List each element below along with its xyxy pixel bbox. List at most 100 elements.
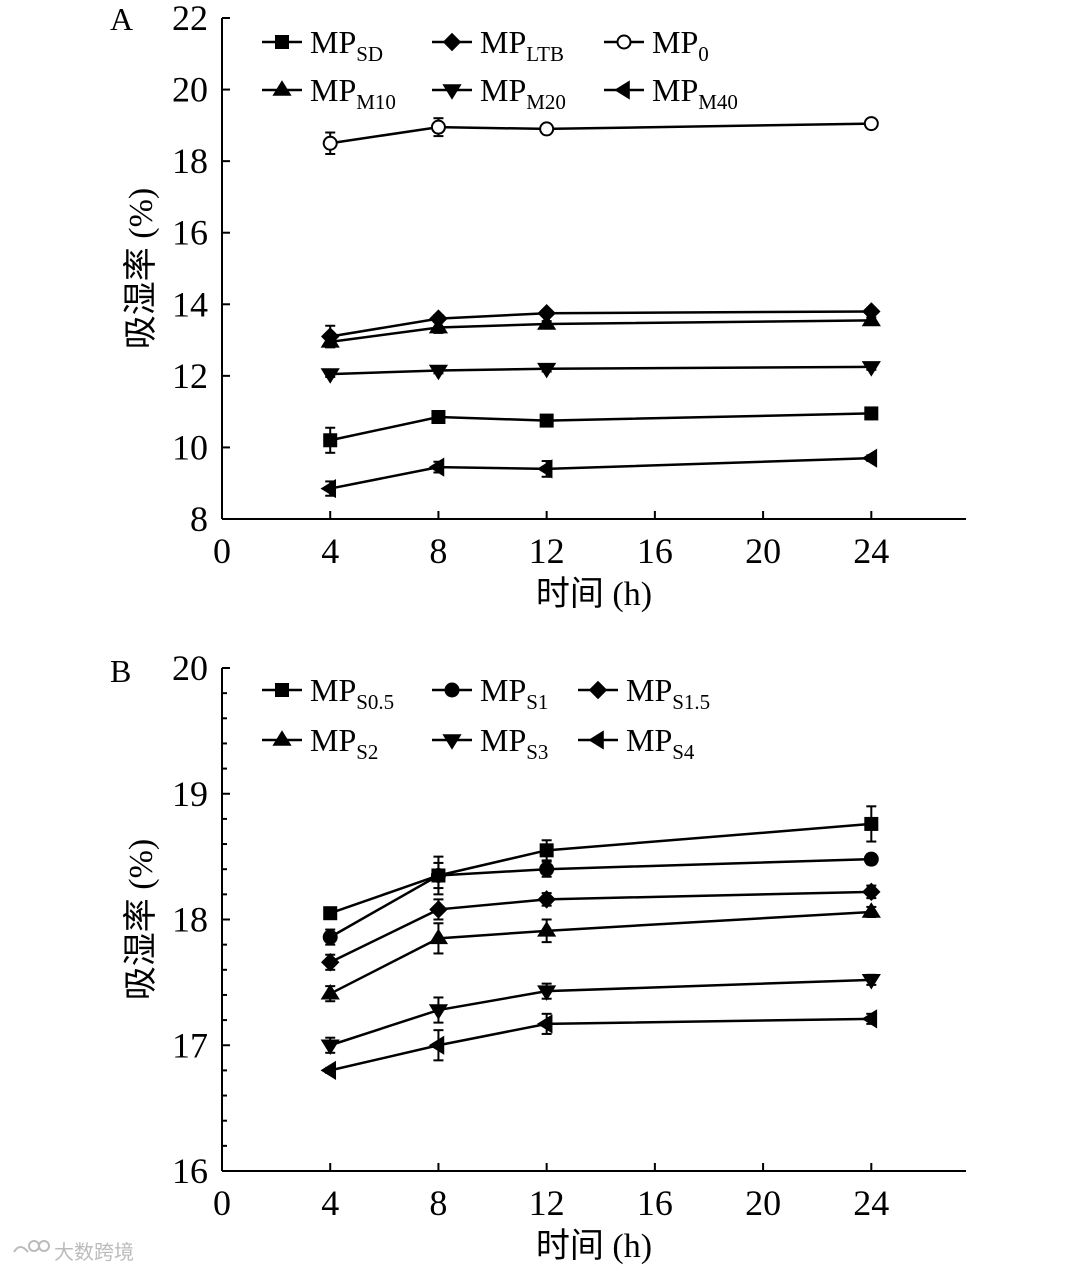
data-point [861,974,881,990]
legend-item: MPLTB [432,24,564,66]
data-point [430,867,446,883]
x-tick-label: 0 [213,531,231,571]
y-tick-label: 14 [172,284,208,324]
legend-item: MPS2 [262,722,378,764]
data-point [320,478,337,499]
legend-label: MPM20 [480,72,566,114]
legend-label: MP0 [652,24,709,66]
legend-label-subscript: SD [356,42,383,66]
legend-item: MPS0.5 [262,672,394,714]
data-point [320,983,340,1000]
y-tick-label: 18 [172,900,208,940]
panel-b: B 16 17 18 19 20 0 4 8 12 16 20 24 时间 (h) 吸湿率 (%) MPS0.… [110,648,966,1265]
data-point [322,135,338,151]
x-axis-title: 时间 (h) [536,576,652,613]
legend-label-subscript: S1.5 [672,690,710,714]
data-point [537,362,557,379]
series-line [329,412,872,442]
data-point [323,433,338,448]
x-tick-label: 8 [429,1183,447,1223]
legend-label-subscript: S1 [526,690,548,714]
legend-item: MPS1 [432,672,548,714]
x-tick-label: 16 [637,531,673,571]
data-point [536,459,553,479]
series-s3 [320,973,881,1055]
data-point [429,900,448,919]
legend-marker [275,35,289,49]
watermark-logo-icon [13,1240,50,1253]
legend-marker [275,683,289,697]
y-tick-label: 12 [172,356,208,396]
x-tick-label: 12 [529,531,565,571]
legend-label: MPS4 [626,722,695,764]
legend-marker [588,730,604,750]
series-s1 [322,851,879,946]
data-point [537,985,557,1001]
x-axis-title: 时间 (h) [536,1228,652,1265]
data-point [428,457,445,477]
legend-marker [444,682,460,698]
data-point [861,361,881,377]
legend-marker [272,730,292,746]
data-point [430,119,446,135]
legend-label: MPS2 [310,722,378,764]
legend-label: MPS0.5 [310,672,394,714]
series-sd [323,406,879,454]
series-line [330,365,872,376]
data-point [539,843,554,858]
legend-marker [442,734,462,750]
data-point [428,364,449,381]
legend-label-subscript: S0.5 [356,690,394,714]
data-point [539,413,554,428]
series-m20 [320,361,881,384]
legend-marker [272,80,292,96]
legend-marker [616,34,632,50]
watermark-text: 大数跨境 [54,1240,134,1264]
series-s2 [320,902,881,1003]
legend-label-subscript: S2 [356,740,378,764]
series-0 [322,116,879,155]
legend-label: MPM40 [652,72,738,114]
legend-item: MPS1.5 [578,672,710,714]
legend-label-subscript: LTB [526,42,564,66]
data-point [864,406,879,421]
data-point [320,332,340,348]
data-point [320,1039,340,1055]
y-tick-label: 20 [172,648,208,688]
legend-item: MPS3 [432,722,548,764]
series-line [329,978,872,1047]
x-tick-label: 12 [529,1183,565,1223]
series-m10 [320,310,881,349]
legend-marker [588,680,608,700]
data-point [864,816,879,831]
series-line [330,310,872,338]
series-m40 [320,448,878,499]
series-line [329,1017,872,1072]
data-point [863,851,879,867]
data-point [861,310,881,327]
y-axis-title: 吸湿率 (%) [122,839,160,1000]
x-tick-label: 8 [429,531,447,571]
legend-label: MPM10 [310,72,396,114]
legend-label-subscript: S3 [526,740,548,764]
legend-item: MPS4 [578,722,695,764]
legend-marker [442,84,462,100]
series-line [329,456,872,490]
legend-label-subscript: S4 [672,740,695,764]
data-point [861,902,881,918]
series-line [329,890,872,964]
legend-label: MPS1 [480,672,548,714]
panel-label: A [110,1,133,37]
y-tick-label: 8 [190,499,208,539]
data-point [321,953,340,972]
legend-marker [442,32,462,52]
panel-label: B [110,653,131,689]
data-point [322,929,338,945]
watermark: 大数跨境 [13,1240,134,1264]
legend-item: MPM10 [262,72,396,114]
y-tick-label: 20 [172,70,208,110]
series-line [329,910,872,995]
data-point [861,1009,878,1029]
x-tick-label: 20 [745,1183,781,1223]
series-line [329,857,872,939]
